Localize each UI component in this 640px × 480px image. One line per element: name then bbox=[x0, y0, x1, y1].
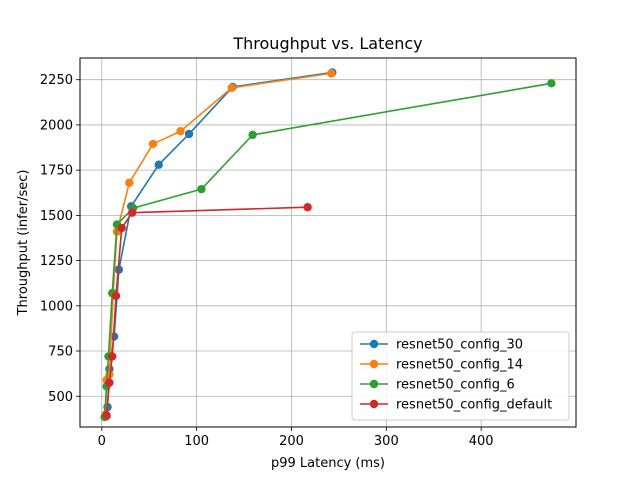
y-tick-label: 1500 bbox=[40, 209, 73, 224]
x-axis-label: p99 Latency (ms) bbox=[271, 456, 385, 471]
y-tick-label: 2000 bbox=[40, 118, 73, 133]
data-point bbox=[148, 139, 158, 149]
grid-lines bbox=[80, 58, 576, 427]
legend-swatch-marker bbox=[369, 399, 379, 409]
data-point bbox=[125, 178, 134, 188]
legend-item: resnet50_config_default bbox=[360, 398, 552, 413]
plot-frame bbox=[79, 57, 577, 428]
legend-swatch-marker bbox=[369, 379, 379, 389]
legend-label: resnet50_config_30 bbox=[396, 338, 523, 353]
legend: resnet50_config_30 resnet50_config_14resn… bbox=[351, 331, 570, 421]
axis-ticks: 0 100 200 300 400 500 750 1000 1250 1500 1750 2000 2… bbox=[40, 73, 494, 449]
data-series bbox=[100, 68, 556, 422]
data-point bbox=[102, 411, 111, 420]
series-resnet50_config_default bbox=[102, 203, 312, 420]
y-tick-label: 1750 bbox=[40, 164, 73, 179]
x-tick-label: 300 bbox=[374, 434, 399, 449]
x-tick-label: 0 bbox=[98, 434, 106, 449]
y-axis-label: Throughput (infer/sec) bbox=[16, 170, 31, 317]
data-point bbox=[248, 130, 257, 140]
legend-item: resnet50_config_6 bbox=[360, 378, 515, 393]
data-point bbox=[303, 203, 312, 212]
legend-swatch-marker bbox=[369, 339, 379, 349]
y-tick-label: 1000 bbox=[40, 299, 73, 314]
x-tick-label: 400 bbox=[469, 434, 494, 449]
data-point bbox=[197, 184, 206, 194]
data-point bbox=[184, 129, 194, 139]
data-point bbox=[547, 79, 556, 88]
x-tick-label: 100 bbox=[184, 434, 209, 449]
legend-item: resnet50_config_14 bbox=[360, 358, 523, 373]
data-point bbox=[117, 223, 126, 233]
y-tick-label: 2250 bbox=[40, 73, 73, 88]
data-point bbox=[154, 160, 163, 169]
x-tick-label: 200 bbox=[279, 434, 304, 449]
legend-label: resnet50_config_6 bbox=[396, 378, 515, 393]
legend-box bbox=[351, 331, 570, 421]
y-tick-label: 750 bbox=[48, 345, 73, 360]
legend-label: resnet50_config_default bbox=[396, 398, 552, 413]
legend-label: resnet50_config_14 bbox=[396, 358, 523, 373]
data-point bbox=[176, 127, 185, 136]
y-tick-label: 500 bbox=[48, 390, 73, 405]
chart-title: Throughput vs. Latency bbox=[232, 34, 422, 53]
legend-item: resnet50_config_30 bbox=[360, 338, 523, 353]
data-point bbox=[127, 208, 137, 217]
data-point bbox=[111, 291, 121, 301]
data-point bbox=[227, 83, 236, 93]
data-point bbox=[327, 69, 336, 78]
legend-swatch-marker bbox=[369, 359, 379, 369]
data-point bbox=[105, 378, 114, 387]
y-tick-label: 1250 bbox=[40, 254, 73, 269]
data-point bbox=[108, 352, 117, 361]
